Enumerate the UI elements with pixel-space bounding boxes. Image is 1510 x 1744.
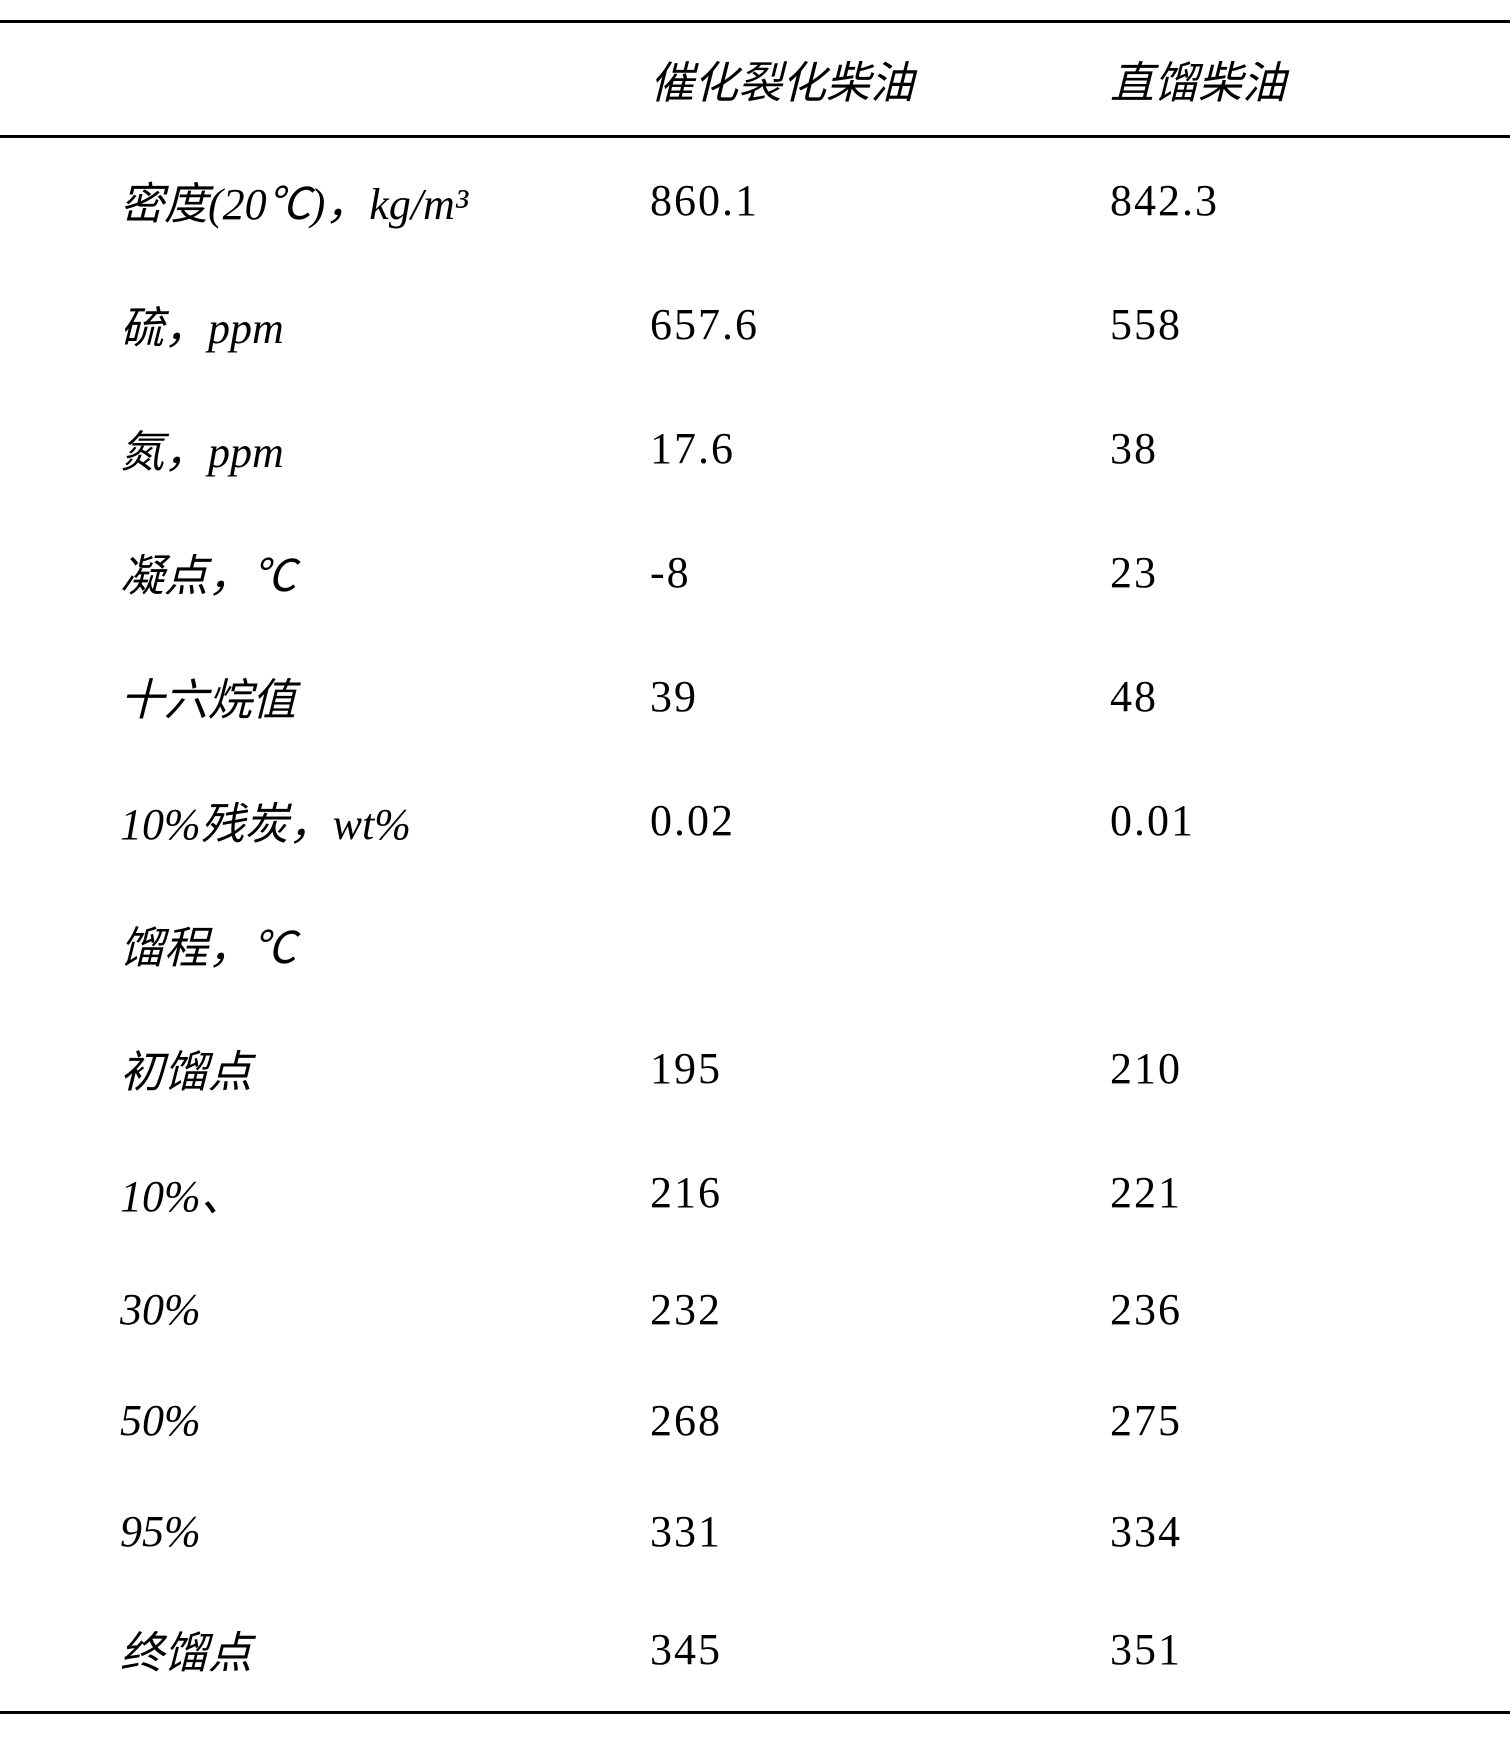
table-row: 凝点，℃ -8 23 [0,510,1510,634]
sr-value: 275 [1110,1365,1510,1476]
table-header-row: 催化裂化柴油 直馏柴油 [0,22,1510,137]
table-row: 初馏点 195 210 [0,1006,1510,1130]
sr-value: 38 [1110,386,1510,510]
sr-value [1110,882,1510,1006]
table-row: 氮，ppm 17.6 38 [0,386,1510,510]
sr-value: 351 [1110,1587,1510,1713]
param-label: 终馏点 [0,1587,650,1713]
sr-value: 210 [1110,1006,1510,1130]
fcc-value: 657.6 [650,262,1110,386]
table-header-blank [0,22,650,137]
table-header-sr: 直馏柴油 [1110,22,1510,137]
table-header-fcc: 催化裂化柴油 [650,22,1110,137]
table-row: 馏程，℃ [0,882,1510,1006]
sr-value: 558 [1110,262,1510,386]
fcc-value: 0.02 [650,758,1110,882]
diesel-properties-table: 催化裂化柴油 直馏柴油 密度(20℃)，kg/m³ 860.1 842.3 硫，… [0,20,1510,1714]
param-label: 凝点，℃ [0,510,650,634]
fcc-value: 216 [650,1130,1110,1254]
fcc-value: 268 [650,1365,1110,1476]
param-label: 馏程，℃ [0,882,650,1006]
sr-value: 0.01 [1110,758,1510,882]
param-label: 氮，ppm [0,386,650,510]
fcc-value: 232 [650,1254,1110,1365]
param-label: 初馏点 [0,1006,650,1130]
fcc-value: 195 [650,1006,1110,1130]
table-row: 50% 268 275 [0,1365,1510,1476]
param-label: 50% [0,1365,650,1476]
fcc-value: 345 [650,1587,1110,1713]
table-row: 硫，ppm 657.6 558 [0,262,1510,386]
fcc-value: 331 [650,1476,1110,1587]
param-label: 10%、 [0,1130,650,1254]
fcc-value: 39 [650,634,1110,758]
param-label: 30% [0,1254,650,1365]
table-row: 95% 331 334 [0,1476,1510,1587]
sr-value: 221 [1110,1130,1510,1254]
table-row: 10%、 216 221 [0,1130,1510,1254]
table-row: 密度(20℃)，kg/m³ 860.1 842.3 [0,137,1510,263]
table-row: 终馏点 345 351 [0,1587,1510,1713]
sr-value: 236 [1110,1254,1510,1365]
param-label: 密度(20℃)，kg/m³ [0,137,650,263]
param-label: 十六烷值 [0,634,650,758]
table-row: 十六烷值 39 48 [0,634,1510,758]
fcc-value [650,882,1110,1006]
sr-value: 334 [1110,1476,1510,1587]
fcc-value: -8 [650,510,1110,634]
table-row: 10%残炭，wt% 0.02 0.01 [0,758,1510,882]
param-label: 10%残炭，wt% [0,758,650,882]
sr-value: 48 [1110,634,1510,758]
sr-value: 842.3 [1110,137,1510,263]
sr-value: 23 [1110,510,1510,634]
param-label: 硫，ppm [0,262,650,386]
fcc-value: 860.1 [650,137,1110,263]
param-label: 95% [0,1476,650,1587]
fcc-value: 17.6 [650,386,1110,510]
table-row: 30% 232 236 [0,1254,1510,1365]
